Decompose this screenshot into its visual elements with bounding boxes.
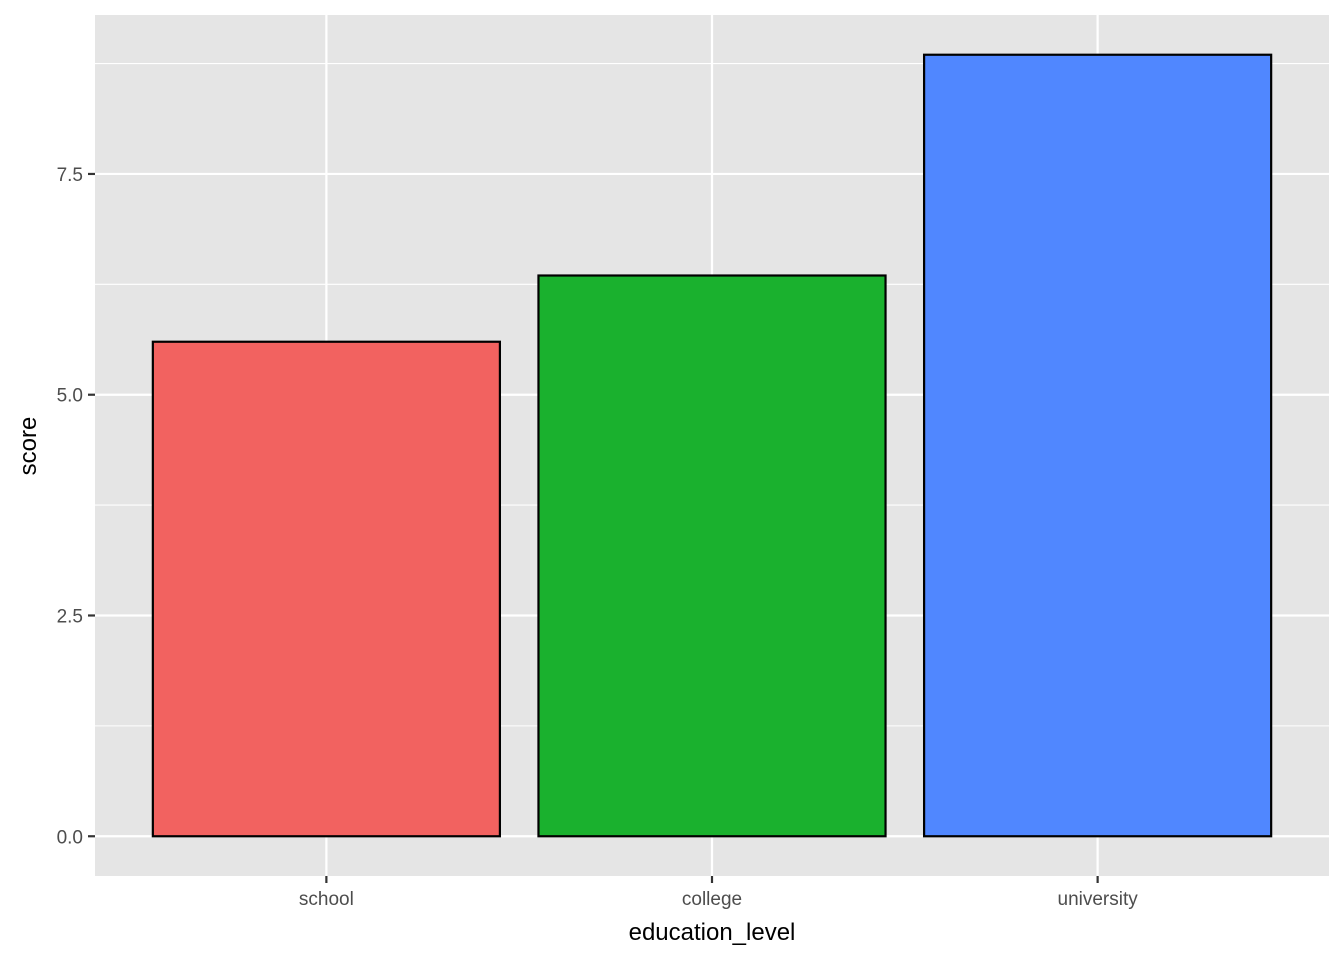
y-tick-label: 7.5 <box>57 165 83 186</box>
bar-university <box>922 53 1273 838</box>
axes: 0.0 2.5 5.0 7.5 school college university <box>57 165 1139 910</box>
bar-college <box>537 274 887 838</box>
x-tick-label: university <box>1058 889 1139 910</box>
x-tick-label: school <box>299 889 354 910</box>
y-axis-title: score <box>15 417 42 476</box>
y-tick-label: 2.5 <box>57 606 83 627</box>
y-tick-label: 0.0 <box>57 827 83 848</box>
y-tick-label: 5.0 <box>57 386 83 407</box>
bar-school <box>151 340 502 838</box>
x-tick-label: college <box>682 889 742 910</box>
x-axis-title: education_level <box>629 919 796 946</box>
bars <box>151 53 1273 838</box>
